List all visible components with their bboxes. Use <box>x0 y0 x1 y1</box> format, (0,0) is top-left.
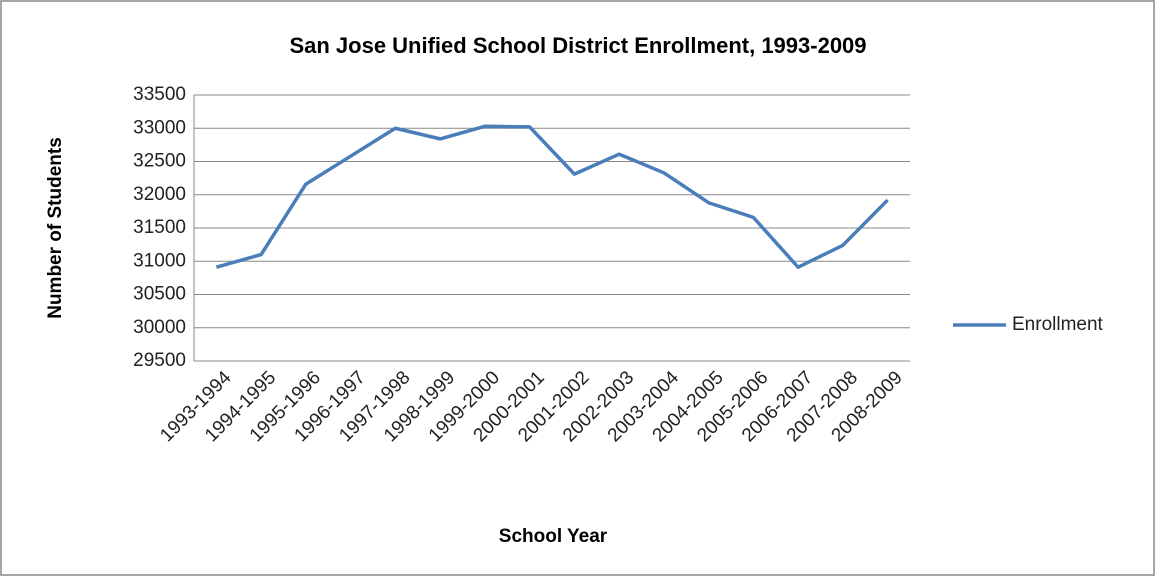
y-tick-label: 30500 <box>133 284 186 305</box>
y-tick-label: 30000 <box>133 317 186 338</box>
data-line <box>215 124 889 269</box>
y-tick-label: 32500 <box>133 151 186 172</box>
y-tick-label: 29500 <box>133 350 186 371</box>
y-tick-label: 31000 <box>133 250 186 271</box>
x-axis-title: School Year <box>499 526 608 547</box>
y-tick-label: 32000 <box>133 184 186 205</box>
y-axis-title: Number of Students <box>45 137 66 319</box>
legend-label: Enrollment <box>1012 314 1104 335</box>
y-tick-label: 33000 <box>133 117 186 138</box>
y-tick-label: 31500 <box>133 217 186 238</box>
chart-title: San Jose Unified School District Enrollm… <box>289 33 866 58</box>
y-tick-label: 33500 <box>133 84 186 105</box>
